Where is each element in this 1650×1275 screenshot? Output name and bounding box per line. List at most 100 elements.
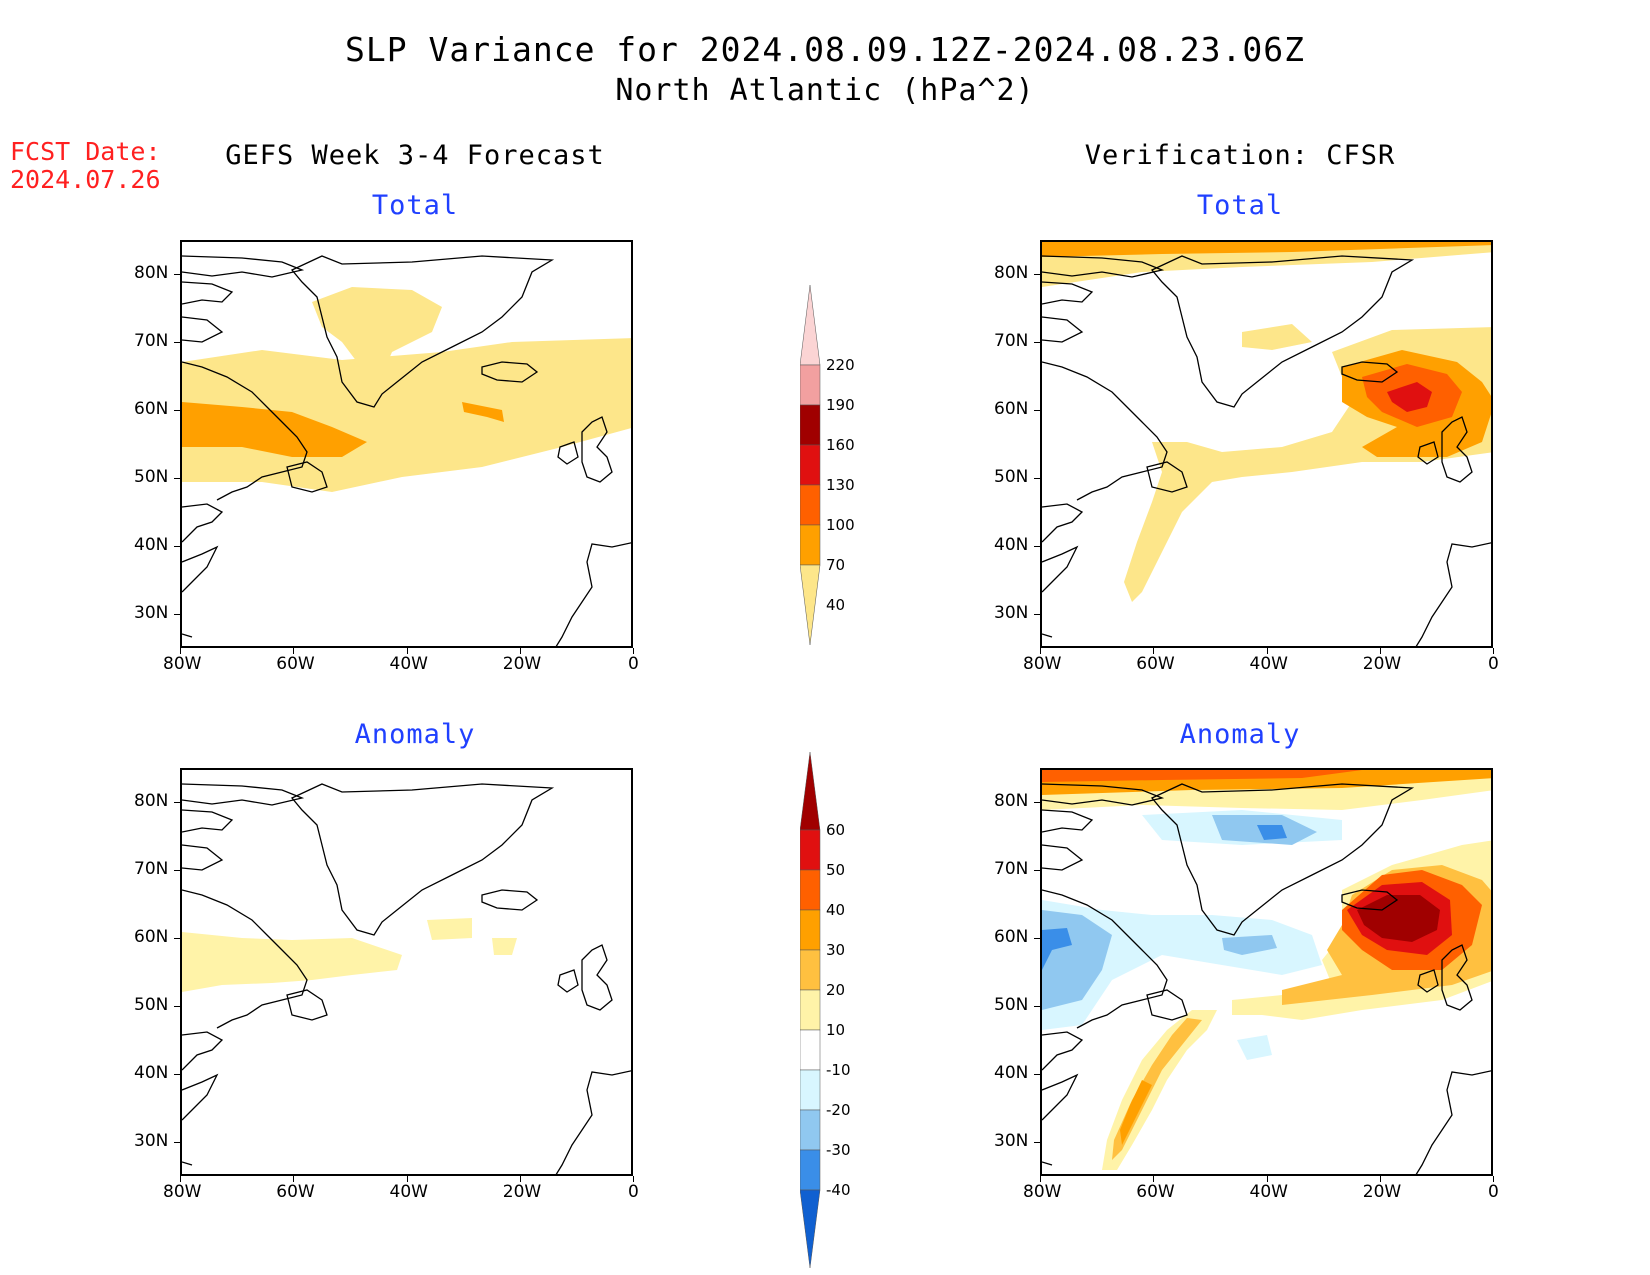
forecast-total-subtitle: Total (371, 190, 459, 221)
colorbar-total: 220 190 160 130 100 70 40 (800, 285, 880, 645)
lat-tick-label: 40N (994, 1063, 1029, 1083)
lat-tick-label: 80N (994, 263, 1029, 283)
lat-tick-mark (1034, 478, 1040, 479)
lon-tick-mark (1266, 1176, 1268, 1182)
lon-tick-mark (1493, 648, 1494, 654)
lat-tick-mark (1034, 1074, 1040, 1075)
lat-tick-label: 30N (994, 1131, 1029, 1151)
colorbar-level-label: 60 (826, 821, 846, 839)
lat-tick-mark (1034, 614, 1040, 615)
lat-tick-mark (1034, 342, 1040, 343)
colorbar-segment (800, 949, 821, 991)
lon-tick-mark (1266, 648, 1268, 654)
lat-tick-mark (174, 802, 180, 803)
colorbar-level-label: -20 (826, 1101, 851, 1119)
lon-tick-label: 60W (1136, 1182, 1175, 1202)
lon-tick-mark (293, 1176, 295, 1182)
forecast-anomaly-map (180, 768, 633, 1176)
colorbar-level-label: 220 (826, 356, 855, 374)
lat-tick-label: 50N (134, 467, 169, 487)
lat-tick-label: 60N (134, 399, 169, 419)
lat-tick-label: 30N (994, 603, 1029, 623)
lon-tick-mark (406, 648, 408, 654)
lat-tick-label: 50N (994, 995, 1029, 1015)
lat-tick-mark (174, 938, 180, 939)
colorbar-level-label: -30 (826, 1141, 851, 1159)
lon-tick-mark (293, 648, 295, 654)
main-subtitle: North Atlantic (hPa^2) (615, 73, 1035, 108)
colorbar-segment (800, 444, 821, 486)
lat-tick-mark (174, 870, 180, 871)
forecast-date-value: 2024.07.26 (10, 165, 161, 194)
lat-tick-mark (1034, 410, 1040, 411)
lat-tick-mark (174, 546, 180, 547)
lat-tick-mark (1034, 1142, 1040, 1143)
colorbar-svg (800, 285, 821, 645)
colorbar-segment (800, 364, 821, 406)
lon-tick-mark (1153, 1176, 1155, 1182)
forecast-date: FCST Date: 2024.07.26 (10, 138, 161, 194)
lon-tick-mark (1040, 1176, 1041, 1182)
lat-tick-mark (174, 274, 180, 275)
colorbar-svg (800, 752, 821, 1268)
lon-tick-label: 0 (1488, 654, 1499, 674)
colorbar-segment (800, 1069, 821, 1111)
colorbar-segment (800, 524, 821, 566)
colorbar-level-label: 10 (826, 1021, 846, 1039)
lat-tick-label: 80N (134, 791, 169, 811)
colorbar-level-label: -10 (826, 1061, 851, 1079)
lat-tick-mark (174, 1142, 180, 1143)
lat-tick-label: 40N (134, 535, 169, 555)
lat-tick-mark (174, 1006, 180, 1007)
lat-tick-mark (174, 410, 180, 411)
lat-tick-label: 60N (134, 927, 169, 947)
lon-tick-label: 40W (1249, 1182, 1288, 1202)
lat-tick-label: 80N (134, 263, 169, 283)
lon-tick-mark (633, 1176, 634, 1182)
lat-tick-label: 80N (994, 791, 1029, 811)
lat-tick-mark (1034, 1006, 1040, 1007)
lon-tick-mark (519, 648, 521, 654)
lon-tick-label: 60W (276, 654, 315, 674)
lon-tick-label: 40W (389, 1182, 428, 1202)
lon-tick-label: 60W (1136, 654, 1175, 674)
lon-tick-mark (519, 1176, 521, 1182)
lon-tick-label: 20W (1362, 1182, 1402, 1202)
lon-tick-label: 0 (628, 654, 639, 674)
colorbar-segment (800, 752, 821, 831)
lon-tick-mark (1379, 1176, 1381, 1182)
lon-tick-mark (406, 1176, 408, 1182)
lon-tick-label: 20W (502, 654, 542, 674)
lat-tick-mark (1034, 274, 1040, 275)
colorbar-level-label: 50 (826, 861, 846, 879)
lon-tick-label: 80W (163, 654, 202, 674)
colorbar-segment (800, 869, 821, 911)
colorbar-level-label: 100 (826, 516, 855, 534)
lat-tick-mark (1034, 870, 1040, 871)
lon-tick-mark (633, 648, 634, 654)
verification-total-map (1040, 240, 1493, 648)
colorbar-segment (800, 484, 821, 526)
verification-anomaly-map (1040, 768, 1493, 1176)
forecast-total-map (180, 240, 633, 648)
colorbar-anomaly: 60 50 40 30 20 10 -10 -20 -30 -40 (800, 752, 880, 1268)
colorbar-segment (800, 989, 821, 1031)
left-column-header: GEFS Week 3-4 Forecast (225, 140, 605, 171)
forecast-anomaly-subtitle: Anomaly (354, 719, 476, 750)
lat-tick-mark (174, 1074, 180, 1075)
lon-tick-label: 0 (1488, 1182, 1499, 1202)
colorbar-level-label: 190 (826, 396, 855, 414)
lat-tick-label: 40N (134, 1063, 169, 1083)
colorbar-segment (800, 1109, 821, 1151)
lon-tick-label: 80W (1023, 654, 1062, 674)
lon-tick-label: 20W (1362, 654, 1402, 674)
lat-tick-label: 50N (134, 995, 169, 1015)
main-title: SLP Variance for 2024.08.09.12Z-2024.08.… (345, 30, 1305, 69)
lon-tick-mark (1153, 648, 1155, 654)
lat-tick-label: 60N (994, 399, 1029, 419)
lat-tick-mark (174, 478, 180, 479)
lon-tick-label: 60W (276, 1182, 315, 1202)
lat-tick-mark (1034, 546, 1040, 547)
colorbar-level-label: 70 (826, 556, 846, 574)
lon-tick-label: 80W (1023, 1182, 1062, 1202)
